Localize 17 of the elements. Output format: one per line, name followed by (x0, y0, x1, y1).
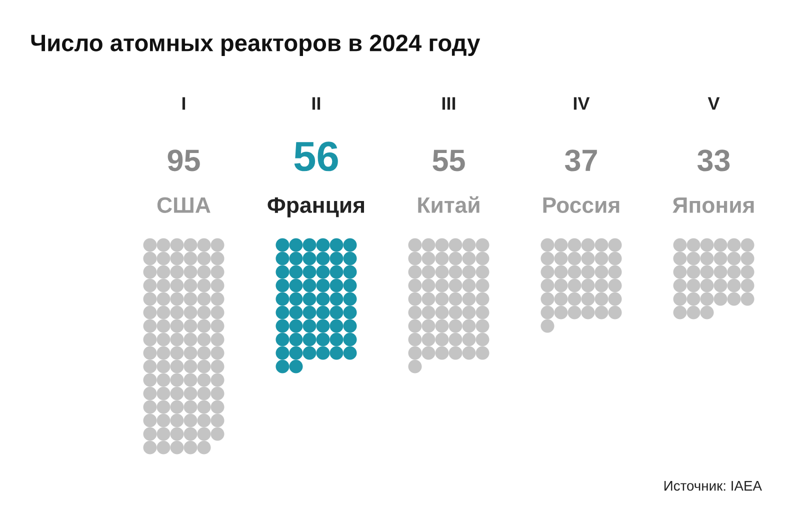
text: Источник: IAEA (664, 481, 762, 491)
category-label: Китай (418, 196, 480, 213)
data-label: 95 (168, 150, 200, 172)
category-label: США (157, 197, 210, 213)
text: V (708, 97, 720, 110)
text: III (442, 97, 456, 110)
text: I (182, 97, 186, 110)
data-label: 56 (294, 142, 338, 172)
text: II (312, 97, 320, 110)
category-label: Япония (672, 197, 754, 213)
category-label: Россия (543, 197, 620, 213)
data-label: 55 (432, 150, 465, 172)
text: Число атомных реакторов в 2024 году (31, 34, 480, 56)
data-label: 37 (564, 150, 597, 172)
text: IV (574, 97, 590, 110)
category-label: Франция (268, 197, 364, 218)
data-label: 33 (697, 150, 730, 172)
